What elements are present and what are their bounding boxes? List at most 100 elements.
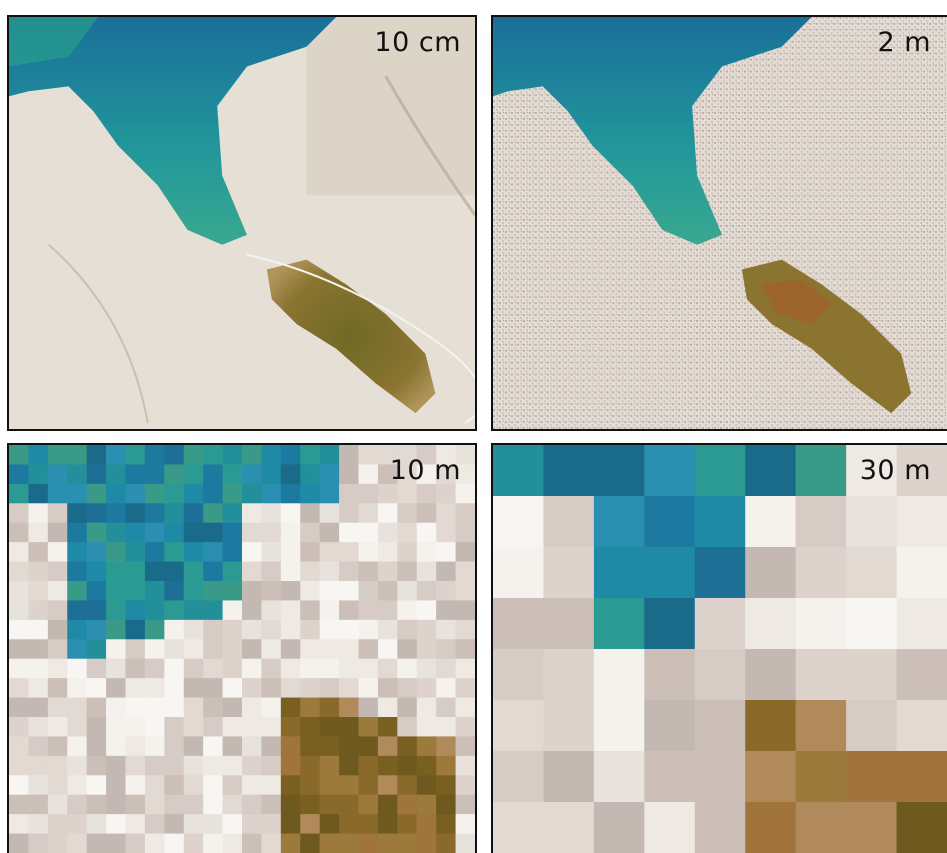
pixel-cell [242, 619, 262, 640]
pixel-cell [125, 639, 146, 660]
pixel-cell [203, 755, 224, 776]
pixel-cell [67, 814, 88, 835]
pixel-cell [222, 561, 243, 582]
pixel-cell [28, 522, 49, 543]
pixel-cell [280, 678, 301, 699]
pixel-cell [28, 561, 49, 582]
pixel-cell [455, 755, 475, 776]
pixel-cell [203, 600, 224, 621]
pixel-cell [358, 445, 379, 465]
pixel-cell [261, 755, 282, 776]
pixel-cell [28, 678, 49, 699]
pixel-cell [261, 794, 282, 815]
pixel-cell [9, 522, 29, 543]
pixel-cell [9, 794, 29, 815]
pixel-cell [9, 581, 29, 601]
pixel-cell [280, 755, 301, 776]
pixel-cell [47, 833, 68, 853]
pixel-cell [543, 598, 595, 650]
pixel-cell [164, 639, 185, 660]
pixel-cell [593, 496, 645, 548]
pixel-cell [164, 483, 185, 504]
pixel-cell [846, 802, 898, 853]
pixel-cell [144, 736, 165, 757]
pixel-cell [397, 561, 418, 582]
pixel-cell [183, 697, 204, 718]
pixel-cell [644, 598, 696, 650]
pixel-cell [106, 600, 126, 621]
pixel-cell [164, 581, 185, 601]
pixel-cell [436, 794, 457, 815]
pixel-cell [86, 581, 107, 601]
pixel-cell [455, 561, 475, 582]
pixel-cell [846, 700, 898, 752]
pixel-cell [106, 794, 126, 815]
pixel-cell [455, 833, 475, 853]
pixel-cell [106, 464, 126, 485]
pixel-cell [164, 542, 185, 563]
pixel-cell [300, 658, 321, 679]
pixel-cell [377, 619, 398, 640]
pixel-cell [397, 522, 418, 543]
pixel-cell [261, 697, 282, 718]
pixel-cell [397, 445, 418, 465]
pixel-cell [416, 678, 437, 699]
pixel-cell [9, 678, 29, 699]
pixel-cell [280, 697, 301, 718]
pixel-cell [164, 678, 185, 699]
pixel-cell [261, 581, 282, 601]
pixel-cell [47, 814, 68, 835]
pixel-cell [280, 503, 301, 524]
pixel-cell [222, 581, 243, 601]
pixel-cell [222, 503, 243, 524]
pixel-cell [377, 755, 398, 776]
pixel-cell [436, 775, 457, 796]
pixel-cell [280, 522, 301, 543]
pixel-cell [261, 619, 282, 640]
pixel-cell [261, 639, 282, 660]
pixel-cell [493, 700, 544, 752]
pixel-cell [144, 794, 165, 815]
pixel-cell [436, 522, 457, 543]
pixel-cell [455, 717, 475, 737]
pixel-cell [67, 483, 88, 504]
pixel-cell [593, 445, 645, 497]
pixel-cell [339, 503, 359, 524]
pixel-cell [144, 775, 165, 796]
pixel-cell [28, 464, 49, 485]
pixel-cell [9, 639, 29, 660]
pixel-cell [144, 542, 165, 563]
pixel-cell [28, 542, 49, 563]
pixel-cell [144, 658, 165, 679]
pixel-cell [67, 561, 88, 582]
pixel-cell [280, 658, 301, 679]
pixel-cell [319, 639, 340, 660]
pixel-cell [144, 483, 165, 504]
pixel-cell [106, 639, 126, 660]
pixel-cell [416, 445, 437, 465]
pixel-cell [436, 464, 457, 485]
pixel-cell [795, 751, 847, 803]
pixel-cell [416, 775, 437, 796]
pixel-cell [144, 445, 165, 465]
pixel-cell [242, 697, 262, 718]
pixel-cell [377, 814, 398, 835]
pixel-cell [183, 522, 204, 543]
pixel-cell [339, 561, 359, 582]
pixel-cell [47, 658, 68, 679]
pixel-cell [436, 755, 457, 776]
pixel-cell [300, 833, 321, 853]
pixel-cell [86, 600, 107, 621]
pixel-cell [358, 814, 379, 835]
pixel-cell [795, 496, 847, 548]
pixel-cell [377, 775, 398, 796]
pixel-cell [47, 522, 68, 543]
pixel-cell [86, 658, 107, 679]
pixel-cell [397, 619, 418, 640]
pixel-cell [125, 483, 146, 504]
pixel-cell [795, 598, 847, 650]
pixel-cell [644, 700, 696, 752]
pixel-cell [28, 794, 49, 815]
pixel-cell [846, 751, 898, 803]
pixel-cell [203, 561, 224, 582]
